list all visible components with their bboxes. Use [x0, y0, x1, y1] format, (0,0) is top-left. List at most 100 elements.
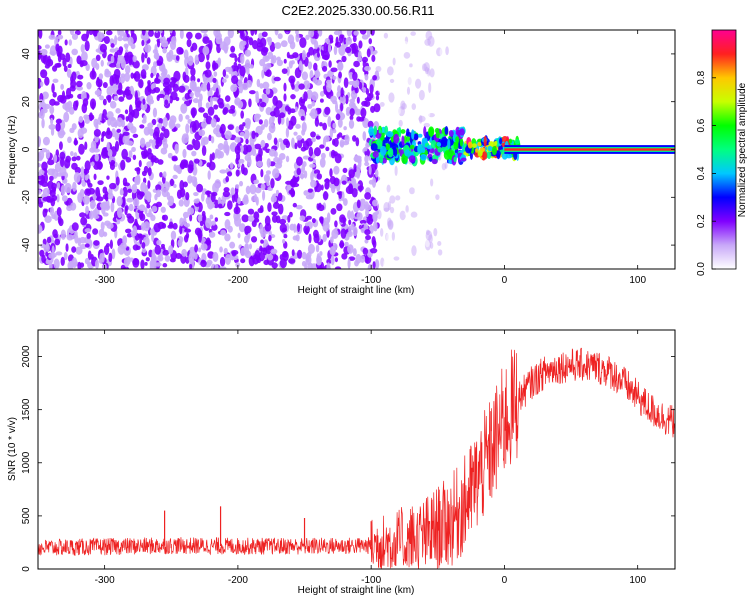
heatmap-cell: [329, 127, 334, 139]
heatmap-cell: [296, 156, 303, 167]
heatmap-cell: [233, 61, 238, 68]
heatmap-cell: [108, 252, 113, 263]
heatmap-cell: [404, 93, 412, 105]
heatmap-cell: [360, 107, 367, 118]
heatmap-cell: [482, 151, 488, 160]
heatmap-cell: [317, 107, 322, 114]
heatmap-cell: [430, 178, 434, 187]
heatmap-cell: [194, 244, 199, 253]
heatmap-cell: [122, 32, 127, 42]
heatmap-cell: [242, 167, 248, 176]
heatmap-cell: [313, 147, 321, 157]
heatmap-cell: [423, 122, 430, 128]
heatmap-cell: [128, 150, 133, 159]
heatmap-cell: [268, 123, 276, 134]
heatmap-cell: [224, 233, 231, 242]
heatmap-cell: [410, 42, 415, 51]
heatmap-cell: [106, 243, 110, 248]
heatmap-cell: [460, 157, 467, 162]
x-tick-label: -200: [228, 575, 248, 586]
heatmap-cell: [283, 93, 287, 102]
heatmap-cell: [222, 190, 231, 198]
heatmap-cell: [187, 164, 194, 174]
heatmap-cell: [280, 40, 288, 48]
heatmap-cell: [71, 33, 79, 40]
heatmap-cell: [344, 134, 350, 144]
heatmap-cell: [211, 152, 215, 161]
heatmap-cell: [128, 203, 134, 212]
heatmap-cell: [288, 258, 296, 264]
heatmap-cell: [315, 244, 320, 253]
heatmap-cell: [217, 143, 225, 151]
heatmap-cell: [284, 30, 290, 33]
heatmap-cell: [310, 108, 318, 120]
spectrogram-x-label: Height of straight line (km): [298, 285, 415, 296]
heatmap-cell: [400, 129, 406, 134]
heatmap-cell: [162, 116, 168, 128]
heatmap-cell: [159, 172, 163, 178]
heatmap-cell: [192, 98, 200, 104]
heatmap-cell: [304, 222, 310, 227]
heatmap-cell: [80, 44, 85, 53]
heatmap-cell: [494, 140, 498, 146]
heatmap-cell: [260, 124, 265, 130]
heatmap-cell: [201, 159, 207, 165]
heatmap-cell: [173, 184, 177, 189]
heatmap-cell: [217, 57, 222, 66]
heatmap-cell: [126, 197, 134, 203]
heatmap-cell: [444, 126, 449, 135]
heatmap-cell: [262, 81, 270, 90]
heatmap-cell: [359, 30, 367, 35]
heatmap-cell: [48, 124, 56, 130]
heatmap-cell: [187, 89, 191, 95]
y-tick-label: 2000: [21, 345, 32, 368]
heatmap-cell: [405, 132, 412, 137]
heatmap-cell: [439, 47, 444, 57]
heatmap-cell: [298, 60, 303, 71]
heatmap-cell: [260, 183, 266, 191]
heatmap-cell: [179, 161, 186, 170]
heatmap-cell: [403, 135, 408, 144]
heatmap-cell: [179, 30, 184, 40]
heatmap-cell: [193, 191, 199, 197]
heatmap-cell: [295, 123, 301, 129]
heatmap-cell: [63, 251, 68, 261]
heatmap-cell: [67, 100, 73, 111]
heatmap-cell: [155, 184, 162, 191]
heatmap-cell: [40, 48, 48, 56]
heatmap-cell: [199, 93, 203, 102]
heatmap-cell: [325, 146, 330, 152]
heatmap-cell: [371, 54, 376, 63]
heatmap-cell: [137, 233, 143, 239]
heatmap-cell: [379, 239, 385, 246]
heatmap-cell: [217, 196, 222, 206]
heatmap-cell: [306, 215, 312, 220]
heatmap-cell: [380, 69, 385, 79]
heatmap-cell: [340, 87, 344, 98]
heatmap-cell: [294, 142, 298, 150]
heatmap-cell: [387, 147, 394, 158]
heatmap-cell: [39, 108, 45, 120]
heatmap-cell: [331, 228, 339, 240]
heatmap-cell: [223, 187, 230, 193]
heatmap-cell: [200, 30, 208, 34]
heatmap-cell: [341, 55, 347, 63]
y-tick-label: 1500: [21, 398, 32, 421]
heatmap-cell: [77, 192, 84, 204]
heatmap-cell: [248, 98, 252, 108]
heatmap-cell: [44, 44, 50, 49]
heatmap-cell: [277, 33, 283, 40]
heatmap-cell: [162, 171, 167, 178]
heatmap-cell: [138, 159, 142, 168]
heatmap-cell: [354, 108, 362, 116]
heatmap-cell: [125, 246, 130, 251]
heatmap-cell: [226, 171, 233, 177]
heatmap-cell: [55, 122, 61, 132]
heatmap-cell: [371, 236, 376, 246]
heatmap-cell: [60, 83, 64, 90]
heatmap-cell: [360, 198, 366, 204]
heatmap-cell: [157, 93, 165, 99]
heatmap-cell: [89, 147, 96, 153]
heatmap-cell: [38, 136, 41, 147]
heatmap-cell: [245, 138, 249, 145]
